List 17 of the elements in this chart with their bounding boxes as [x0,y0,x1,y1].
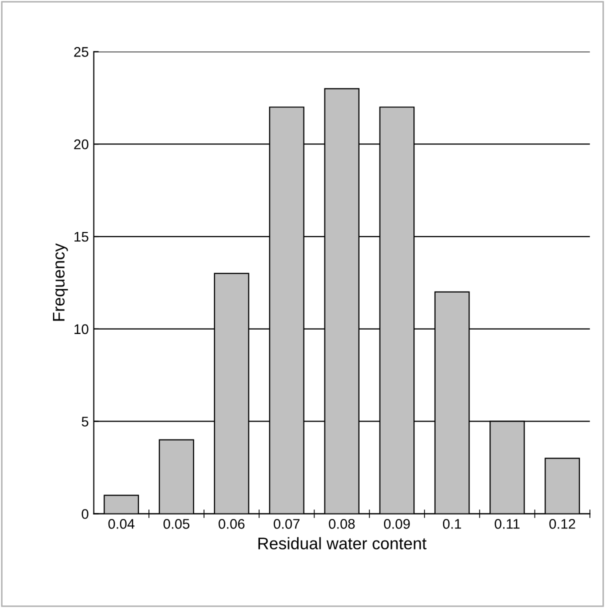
y-tick-label: 20 [74,139,88,150]
y-tick-label: 25 [74,47,88,57]
x-tick-label: 0.12 [549,518,576,529]
y-tick-label: 10 [74,324,88,334]
x-tick-label: 0.11 [494,518,520,529]
x-axis-title: Residual water content [258,537,426,550]
y-axis-title: Frequency [52,243,68,321]
x-tick-label: 0.05 [163,518,190,529]
x-tick-label: 0.09 [384,518,410,529]
x-tick-label: 0.04 [108,518,134,529]
x-tick-label: 0.06 [218,518,244,529]
x-tick-label: 0.07 [274,518,300,529]
y-tick-label: 0 [82,509,88,519]
x-tick-label: 0.1 [442,518,462,529]
y-tick-label: 5 [82,416,88,427]
x-tick-label: 0.08 [328,518,355,529]
y-tick-label: 15 [74,232,88,242]
